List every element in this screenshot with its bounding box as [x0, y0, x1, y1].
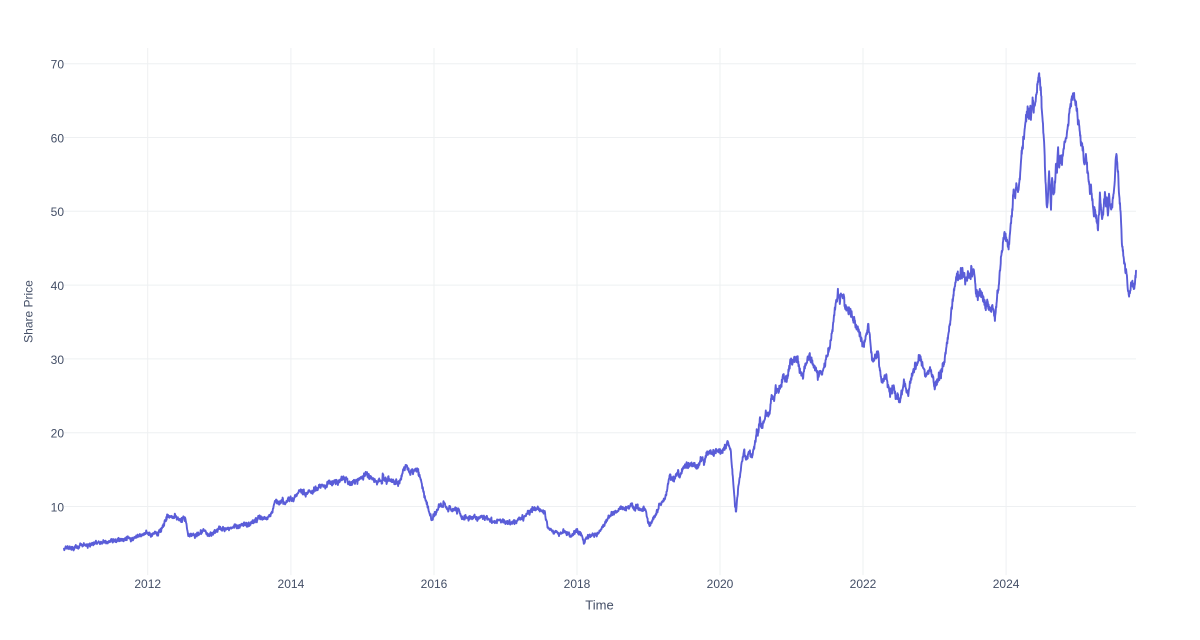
svg-text:2012: 2012 — [134, 577, 161, 591]
svg-text:2018: 2018 — [564, 577, 591, 591]
svg-text:2016: 2016 — [421, 577, 448, 591]
svg-text:40: 40 — [51, 279, 65, 293]
svg-text:Time: Time — [585, 597, 613, 612]
svg-text:2024: 2024 — [993, 577, 1020, 591]
svg-text:2022: 2022 — [850, 577, 877, 591]
svg-text:Share Price: Share Price — [22, 280, 36, 343]
svg-text:2020: 2020 — [707, 577, 734, 591]
svg-text:20: 20 — [51, 427, 65, 441]
svg-text:2014: 2014 — [278, 577, 305, 591]
svg-text:60: 60 — [51, 131, 65, 145]
svg-text:50: 50 — [51, 205, 65, 219]
svg-text:30: 30 — [51, 353, 65, 367]
svg-text:10: 10 — [51, 500, 65, 514]
svg-text:70: 70 — [51, 58, 65, 72]
